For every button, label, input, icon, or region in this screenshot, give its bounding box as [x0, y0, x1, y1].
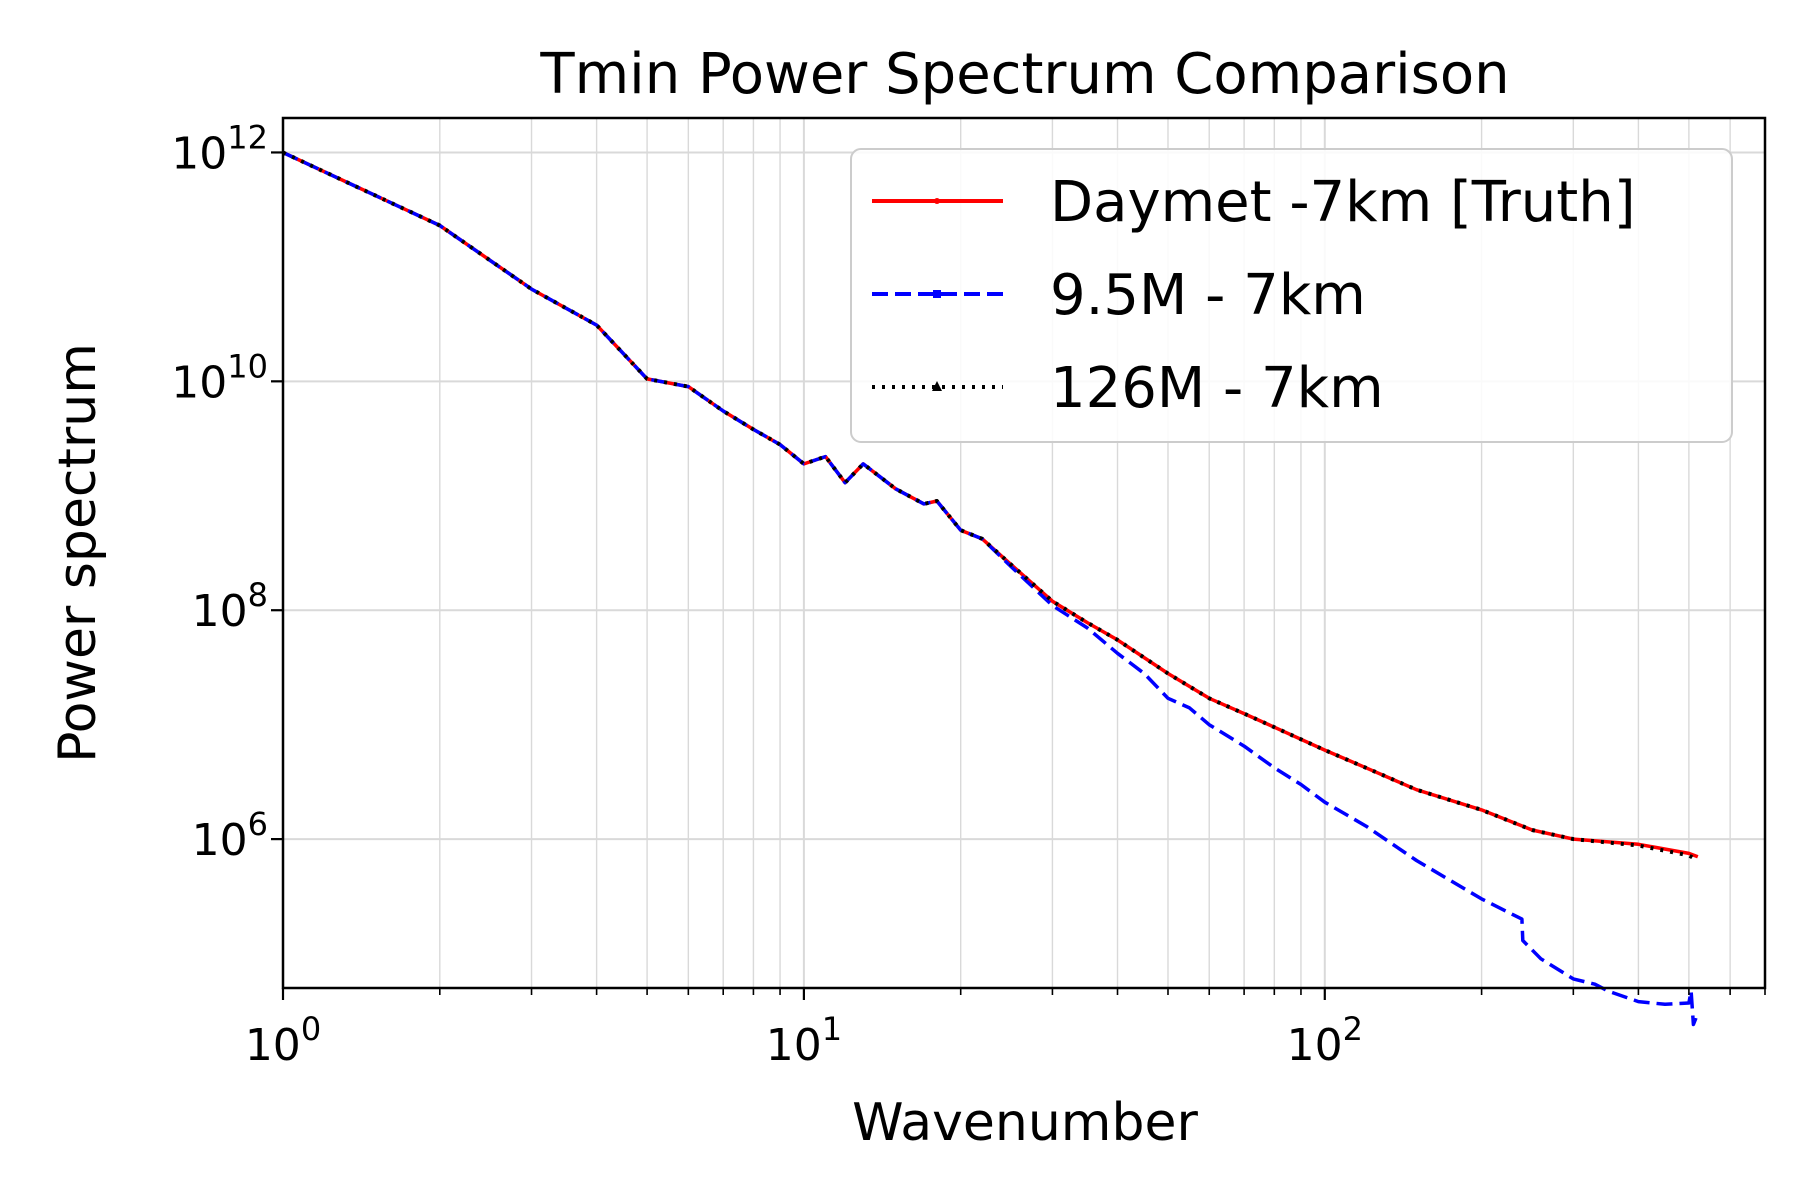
x-tick-base: 10 — [766, 1020, 822, 1071]
axis-ticks — [271, 151, 1766, 1000]
legend-box — [850, 148, 1733, 443]
y-tick-exponent: 12 — [227, 118, 268, 156]
series-line-2 — [282, 150, 1699, 863]
legend-label-1: 9.5M - 7km — [1050, 263, 1366, 328]
chart-title: Tmin Power Spectrum Comparison — [539, 42, 1509, 107]
y-tick-label: 108 — [192, 576, 268, 637]
x-tick-exponent: 0 — [301, 1010, 321, 1048]
y-tick-label: 1012 — [171, 118, 268, 179]
x-tick-label: 101 — [766, 1010, 842, 1071]
legend-label-0: Daymet -7km [Truth] — [1050, 170, 1636, 235]
x-tick-label: 100 — [245, 1010, 321, 1071]
x-tick-base: 10 — [1287, 1020, 1343, 1071]
x-tick-base: 10 — [245, 1020, 301, 1071]
y-tick-base: 10 — [171, 357, 227, 408]
plot-frame — [281, 116, 1767, 990]
y-tick-label: 106 — [192, 805, 268, 866]
legend-marker-0 — [934, 198, 940, 204]
legend-entry-2[interactable]: 126M - 7km — [872, 356, 1384, 421]
x-tick-label: 102 — [1287, 1010, 1363, 1071]
y-tick-label: 1010 — [171, 347, 268, 408]
y-tick-base: 10 — [192, 815, 248, 866]
y-tick-exponent: 8 — [248, 576, 268, 614]
legend-marker-2 — [932, 381, 942, 391]
x-tick-exponent: 1 — [822, 1010, 842, 1048]
y-tick-base: 10 — [171, 128, 227, 179]
legend[interactable]: Daymet -7km [Truth] 9.5M - 7km 126M - 7km — [850, 148, 1733, 443]
legend-entry-0[interactable]: Daymet -7km [Truth] — [872, 170, 1636, 235]
y-tick-exponent: 10 — [227, 347, 268, 385]
series-layer — [282, 150, 1700, 1027]
y-tick-base: 10 — [192, 586, 248, 637]
x-tick-exponent: 2 — [1343, 1010, 1363, 1048]
y-tick-exponent: 6 — [248, 805, 268, 843]
legend-marker-1 — [933, 290, 941, 298]
legend-entry-1[interactable]: 9.5M - 7km — [872, 263, 1366, 328]
legend-label-2: 126M - 7km — [1050, 356, 1384, 421]
x-axis-label: Wavenumber — [852, 1093, 1198, 1153]
y-axis-label: Power spectrum — [48, 343, 108, 763]
